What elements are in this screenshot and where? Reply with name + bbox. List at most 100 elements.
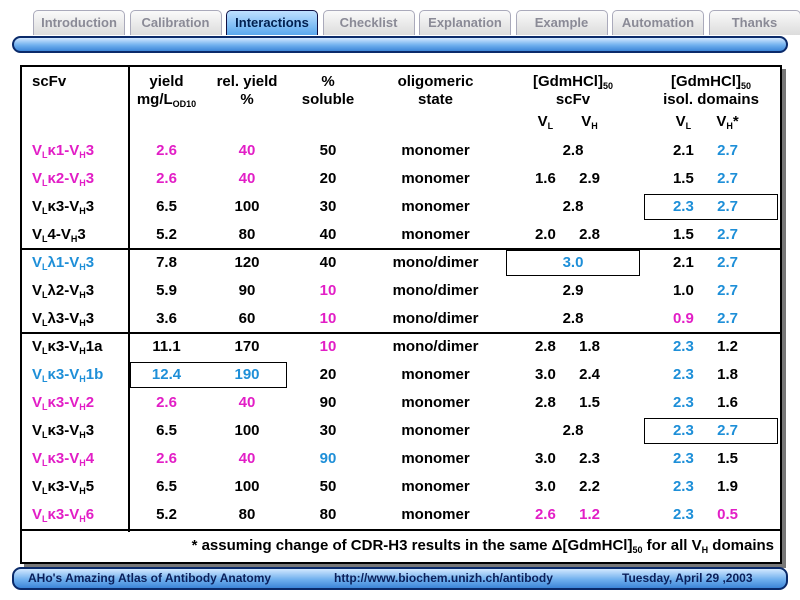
text: monomer	[401, 478, 470, 495]
subscript: OD10	[172, 99, 197, 109]
header-line: isol. domains	[642, 91, 780, 109]
text: 80	[319, 506, 337, 523]
subscript: H	[79, 430, 86, 440]
header-line: %	[289, 73, 367, 91]
tab[interactable]: Automation	[612, 10, 704, 35]
value-cell: 2.7	[706, 254, 750, 272]
subscript: H	[79, 486, 86, 496]
text: 100	[234, 478, 260, 495]
text: V	[32, 254, 43, 271]
value-cell: 50	[289, 478, 367, 496]
text: 40	[238, 394, 256, 411]
subscript: 50	[740, 81, 751, 91]
text: κ3-V	[47, 338, 80, 355]
value-cell: 0.5	[706, 506, 750, 524]
text: 50	[319, 142, 337, 159]
tab[interactable]: Thanks	[708, 10, 800, 35]
value-cell: 2.3	[661, 338, 705, 356]
subscript: H	[79, 262, 86, 272]
value-cell: 40	[205, 142, 289, 160]
value-cell: 80	[289, 506, 367, 524]
subscript: H	[79, 346, 86, 356]
value-cell: 1.6	[523, 170, 567, 188]
text: 3	[85, 142, 95, 159]
text: 2.8	[534, 338, 556, 355]
text: 100	[234, 198, 260, 215]
text: 6	[85, 506, 95, 523]
text: 3	[77, 226, 86, 243]
value-cell: 1.5	[568, 394, 612, 412]
table: scFv yield mg/LOD10 rel. yield%% soluble olig…	[20, 65, 782, 564]
tab[interactable]: Checklist	[322, 10, 415, 35]
text: 7.8	[156, 254, 177, 271]
value-cell: 2.8	[504, 310, 642, 328]
text: 90	[319, 450, 337, 467]
text: 1.6	[717, 394, 738, 411]
footer-title: AHo's Amazing Atlas of Antibody Anatomy	[28, 571, 272, 585]
header-cell: [GdmHCl]50 scFv	[504, 73, 642, 109]
value-cell: 90	[205, 282, 289, 300]
tab[interactable]: Calibration	[129, 10, 222, 35]
text: κ3-V	[47, 450, 80, 467]
text: %	[240, 91, 254, 108]
text: κ2-V	[47, 170, 80, 187]
text: κ3-V	[47, 366, 80, 383]
text: 3	[85, 310, 95, 327]
text: 80	[238, 506, 256, 523]
text: Introduction	[41, 15, 117, 30]
state-cell: monomer	[367, 198, 504, 216]
value-cell: 2.8	[523, 394, 567, 412]
value-cell: 2.8	[504, 198, 642, 216]
value-cell: 40	[205, 394, 289, 412]
value-cell: 2.6	[128, 170, 205, 188]
text: 2.7	[717, 142, 738, 159]
value-cell: 10	[289, 282, 367, 300]
footer-bar	[12, 567, 788, 590]
value-cell: 10	[289, 338, 367, 356]
text: 10	[319, 310, 337, 327]
value-cell: 2.3	[661, 198, 705, 216]
text: 3	[85, 170, 95, 187]
value-cell: 2.7	[706, 170, 750, 188]
text: monomer	[401, 226, 470, 243]
text: V	[32, 478, 43, 495]
value-cell: 2.6	[523, 506, 567, 524]
text: 40	[238, 142, 256, 159]
subscript: L	[42, 458, 48, 468]
tab[interactable]: Introduction	[33, 10, 125, 35]
text: 0.5	[717, 506, 738, 523]
tab[interactable]: Interactions	[226, 10, 318, 35]
text: κ3-V	[47, 422, 80, 439]
value-cell: 2.3	[661, 506, 705, 524]
tab[interactable]: Explanation	[419, 10, 511, 35]
text: 1.5	[717, 450, 738, 467]
text: 10	[319, 338, 337, 355]
text: * assuming change of CDR-H3 results in t…	[191, 537, 633, 554]
subscript: L	[42, 290, 48, 300]
header-line: oligomeric	[367, 73, 504, 91]
value-cell: 2.7	[706, 142, 750, 160]
text: V	[32, 506, 43, 523]
scfv-name: VLλ3-VH3	[32, 310, 94, 328]
header-line: [GdmHCl]50	[642, 73, 780, 91]
subscript: L	[685, 121, 692, 131]
value-cell: 30	[289, 422, 367, 440]
value-cell: 190	[205, 366, 289, 384]
header-cell: oligomeric state	[367, 73, 504, 109]
value-cell: 2.8	[504, 422, 642, 440]
subscript: L	[42, 150, 48, 160]
value-cell: 1.2	[706, 338, 750, 356]
header-line: yield	[128, 73, 205, 91]
text: 2.3	[579, 450, 600, 467]
value-cell: 90	[289, 394, 367, 412]
value-cell: 2.3	[661, 478, 705, 496]
text: V	[675, 113, 686, 130]
text: Calibration	[141, 15, 210, 30]
value-cell: 3.6	[128, 310, 205, 328]
text: λ1-V	[47, 254, 80, 271]
value-cell: 40	[289, 226, 367, 244]
text: yield	[149, 73, 184, 90]
text: 60	[238, 310, 256, 327]
tab[interactable]: Example	[515, 10, 608, 35]
